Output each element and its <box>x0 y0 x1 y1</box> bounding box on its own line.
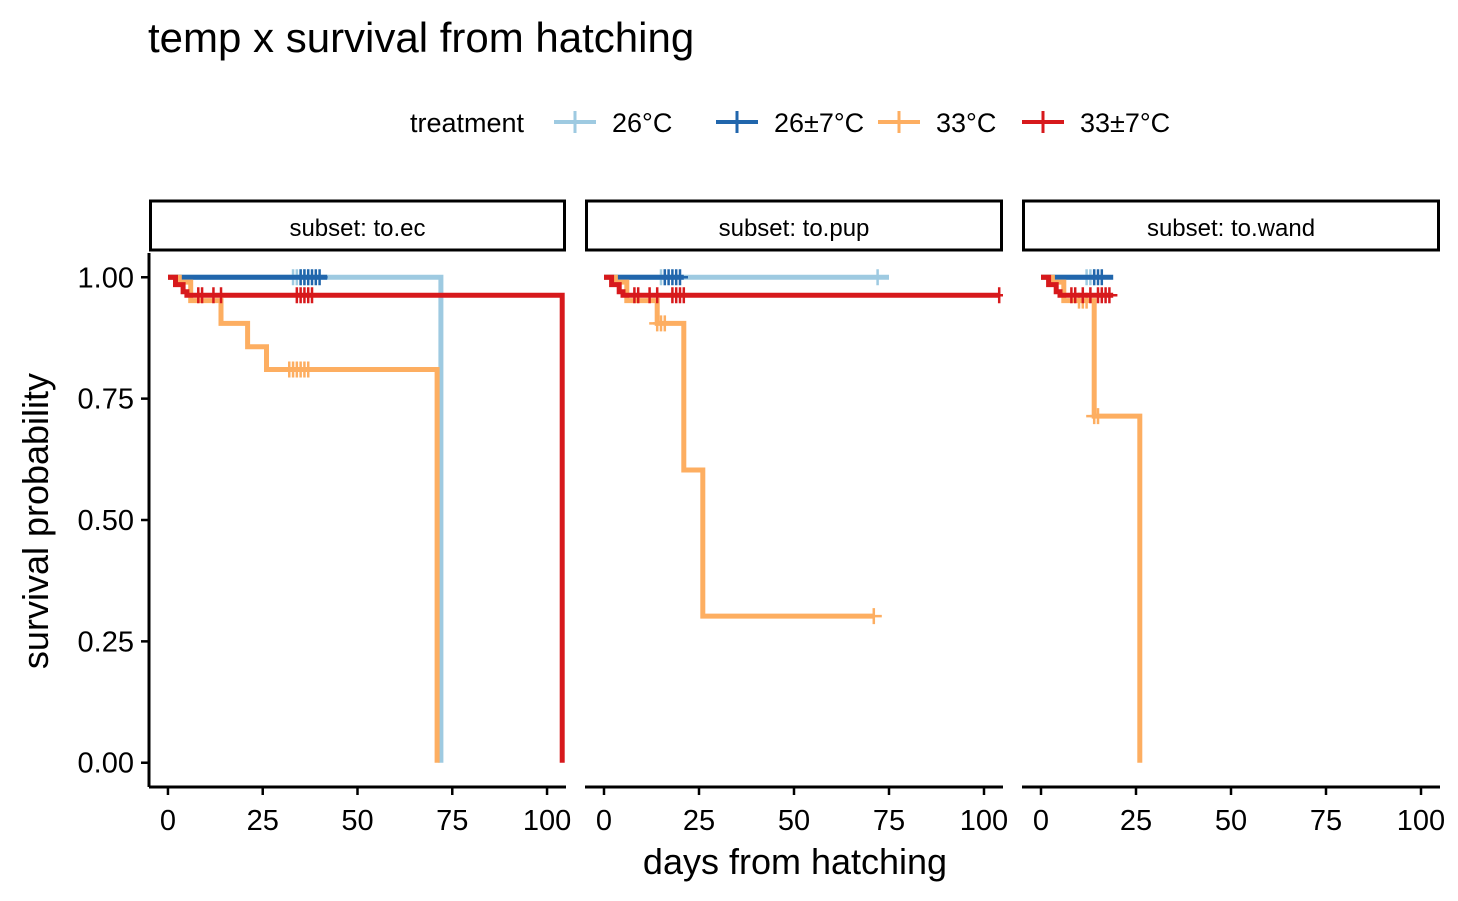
y-axis-title: survival probability <box>15 373 56 669</box>
x-tick-label: 75 <box>436 805 468 837</box>
survival-curve <box>168 274 444 763</box>
series-26°C <box>168 269 444 763</box>
y-tick-label: 1.00 <box>78 262 134 294</box>
series-33°C <box>1041 274 1143 763</box>
censor-mark <box>865 608 882 625</box>
legend-entry: 26±7°C <box>716 108 864 138</box>
x-tick-label: 75 <box>1310 805 1342 837</box>
legend-label: 33°C <box>936 108 996 138</box>
y-tick-label: 0.50 <box>78 505 134 537</box>
y-tick-label: 0.75 <box>78 384 134 416</box>
curves <box>1041 269 1143 763</box>
x-tick-label: 0 <box>160 805 176 837</box>
censor-mark <box>869 269 886 286</box>
legend-label: 26±7°C <box>774 108 864 138</box>
x-tick-label: 75 <box>873 805 905 837</box>
y-axis: 0.00 0.25 0.50 0.75 1.00 <box>78 253 151 787</box>
legend-entry: 26°C <box>554 108 672 138</box>
censor-mark <box>1101 287 1118 304</box>
y-tick-label: 0.00 <box>78 748 134 780</box>
censor-mark <box>300 361 317 378</box>
x-axis: 0 25 50 75 100 <box>1022 785 1445 837</box>
censor-mark <box>672 269 688 286</box>
censor-mark <box>1090 408 1106 425</box>
x-tick-label: 100 <box>523 805 571 837</box>
survival-curve <box>1041 274 1114 298</box>
facet-strip: subset: to.wand <box>1022 199 1440 252</box>
censor-mark <box>991 287 1003 304</box>
legend-entry: 33±7°C <box>1022 108 1170 138</box>
facet-panel: subset: to.ec 0 25 50 75 100 0.00 0.25 0.50 0.75 1… <box>78 199 571 837</box>
survival-curve <box>604 274 874 619</box>
censor-mark <box>1093 269 1110 286</box>
x-tick-label: 100 <box>960 805 1008 837</box>
censor-mark <box>213 287 230 304</box>
curves <box>168 269 565 763</box>
censor-mark <box>649 287 666 304</box>
survival-curve <box>604 274 1000 298</box>
facet-strip-label: subset: to.wand <box>1147 215 1315 242</box>
facet-strip: subset: to.ec <box>149 199 566 252</box>
x-tick-label: 25 <box>683 805 715 837</box>
series-33±7°C <box>604 274 1003 304</box>
censor-mark <box>656 315 673 332</box>
censor-mark <box>675 287 692 304</box>
x-axis: 0 25 50 75 100 <box>585 785 1008 837</box>
facet-strip: subset: to.pup <box>585 199 1003 252</box>
censor-mark <box>304 287 321 304</box>
facet-strip-box <box>149 199 566 252</box>
x-tick-label: 0 <box>1033 805 1049 837</box>
facet-panel: subset: to.wand 0 25 50 75 100 <box>1022 199 1445 837</box>
chart-title: temp x survival from hatching <box>148 14 694 61</box>
survival-curve <box>168 274 440 763</box>
series-26±7°C <box>168 269 328 286</box>
legend-label: 26°C <box>612 108 672 138</box>
series-33°C <box>604 274 882 625</box>
facet-strip-box <box>585 199 1003 252</box>
y-tick-label: 0.25 <box>78 626 134 658</box>
facet-strip-label: subset: to.ec <box>289 215 425 242</box>
series-33°C <box>168 274 440 763</box>
legend-title: treatment <box>410 108 525 138</box>
facet-panel: subset: to.pup 0 25 50 75 100 <box>585 199 1008 837</box>
x-axis: 0 25 50 75 100 <box>149 785 571 837</box>
series-33±7°C <box>1041 274 1118 304</box>
facet-strip-label: subset: to.pup <box>719 215 870 242</box>
x-tick-label: 0 <box>596 805 612 837</box>
x-tick-label: 50 <box>341 805 373 837</box>
survival-curve <box>168 274 565 763</box>
censor-mark <box>311 269 328 286</box>
x-tick-label: 50 <box>1215 805 1247 837</box>
x-tick-label: 100 <box>1397 805 1445 837</box>
facets: subset: to.ec 0 25 50 75 100 0.00 0.25 0.50 0.75 1… <box>78 199 1445 837</box>
legend-entry: 33°C <box>878 108 996 138</box>
x-tick-label: 25 <box>247 805 279 837</box>
curves <box>604 269 1003 625</box>
x-tick-label: 50 <box>778 805 810 837</box>
legend-label: 33±7°C <box>1080 108 1170 138</box>
series-33±7°C <box>168 274 565 763</box>
x-tick-label: 25 <box>1120 805 1152 837</box>
x-axis-title: days from hatching <box>643 841 947 882</box>
legend: treatment 26°C 26±7°C 33°C 33±7°C <box>410 108 1170 138</box>
survival-curve <box>1041 274 1143 763</box>
facet-strip-box <box>1022 199 1440 252</box>
